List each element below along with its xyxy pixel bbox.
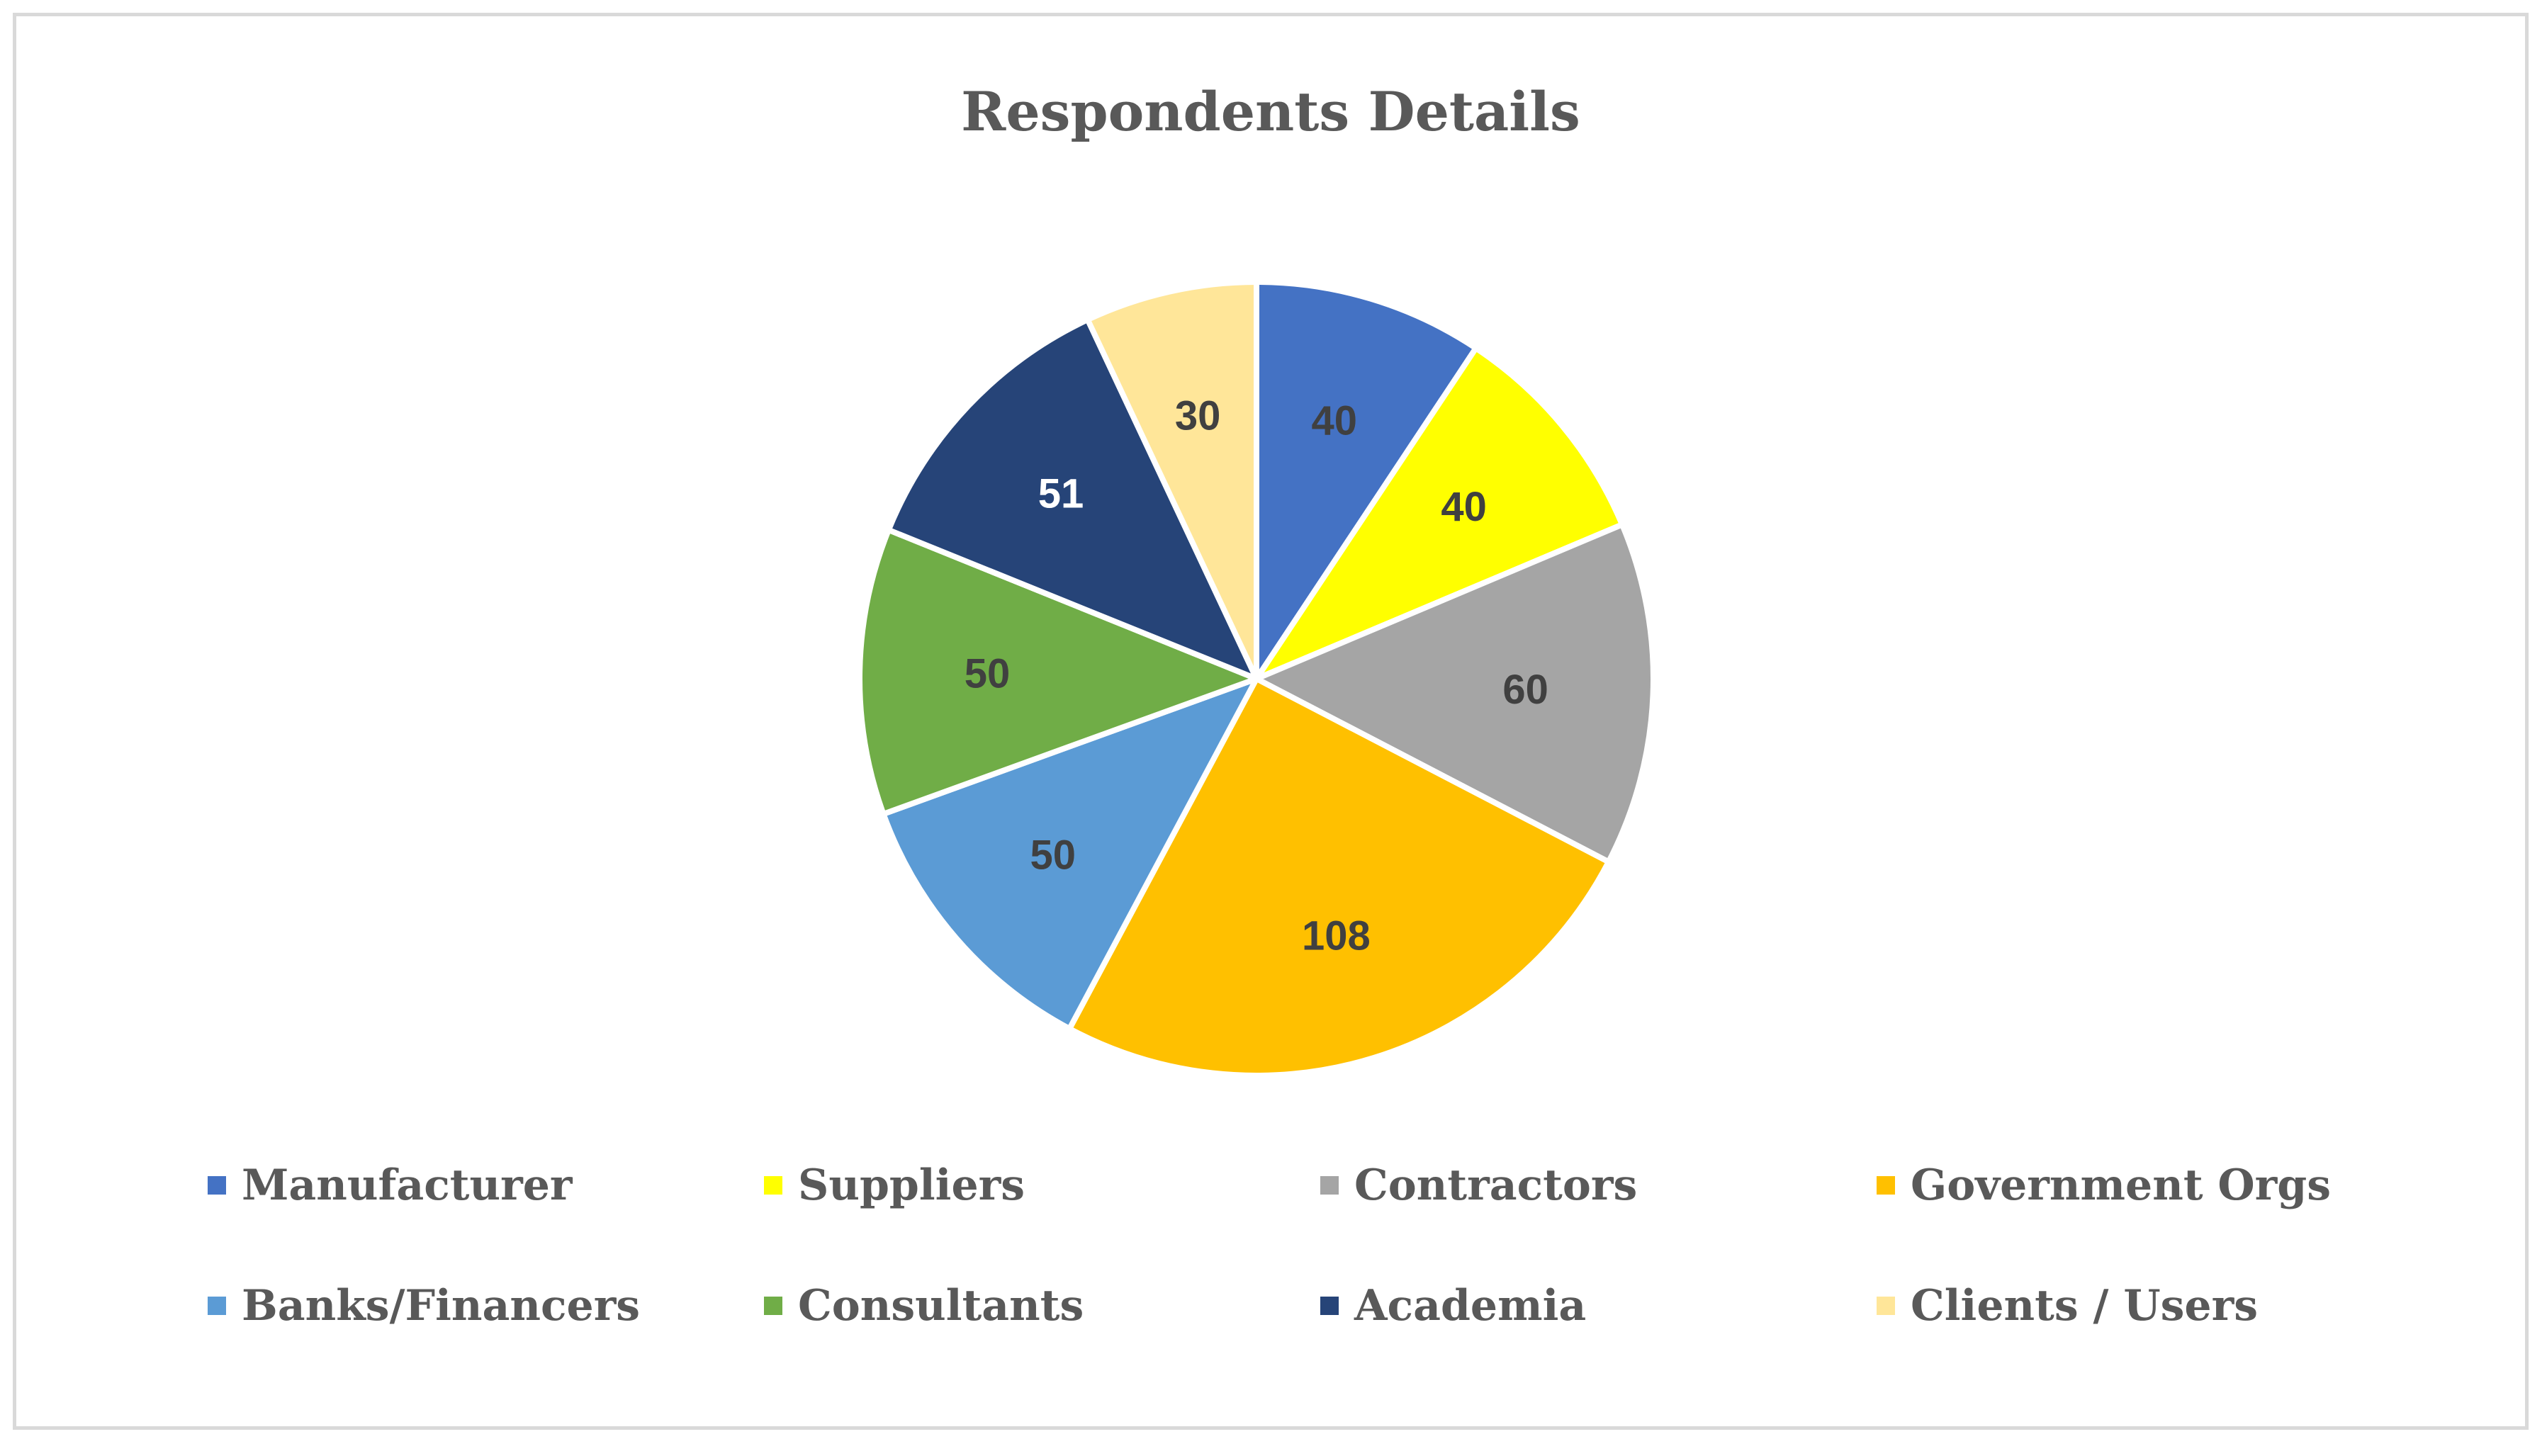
pie-slice-suppliers xyxy=(1254,345,1625,682)
pie-slice-manufacturer xyxy=(1254,279,1479,682)
chart-area: Respondents Details 40 40 60 108 50 50 51 30 Ma… xyxy=(13,13,2529,1430)
pie-slice-banks-financers xyxy=(880,676,1259,1032)
pie-slice-consultants xyxy=(857,526,1259,817)
pie-slice-academia xyxy=(885,317,1259,682)
data-label-consultants: 50 xyxy=(965,651,1011,697)
data-label-government-orgs: 108 xyxy=(1302,913,1371,959)
pie-chart: 40 40 60 108 50 50 51 30 xyxy=(857,279,1656,1079)
data-label-banks-financers: 50 xyxy=(1030,832,1076,878)
pie-slice-contractors xyxy=(1254,521,1656,865)
data-label-manufacturer: 40 xyxy=(1311,398,1357,444)
data-label-clients-users: 30 xyxy=(1175,393,1221,439)
chart-title: Respondents Details xyxy=(961,80,1580,143)
data-label-academia: 51 xyxy=(1038,470,1084,517)
pie-slice-clients-users xyxy=(1084,279,1259,682)
data-label-contractors: 60 xyxy=(1502,667,1548,713)
data-label-suppliers: 40 xyxy=(1441,484,1487,530)
